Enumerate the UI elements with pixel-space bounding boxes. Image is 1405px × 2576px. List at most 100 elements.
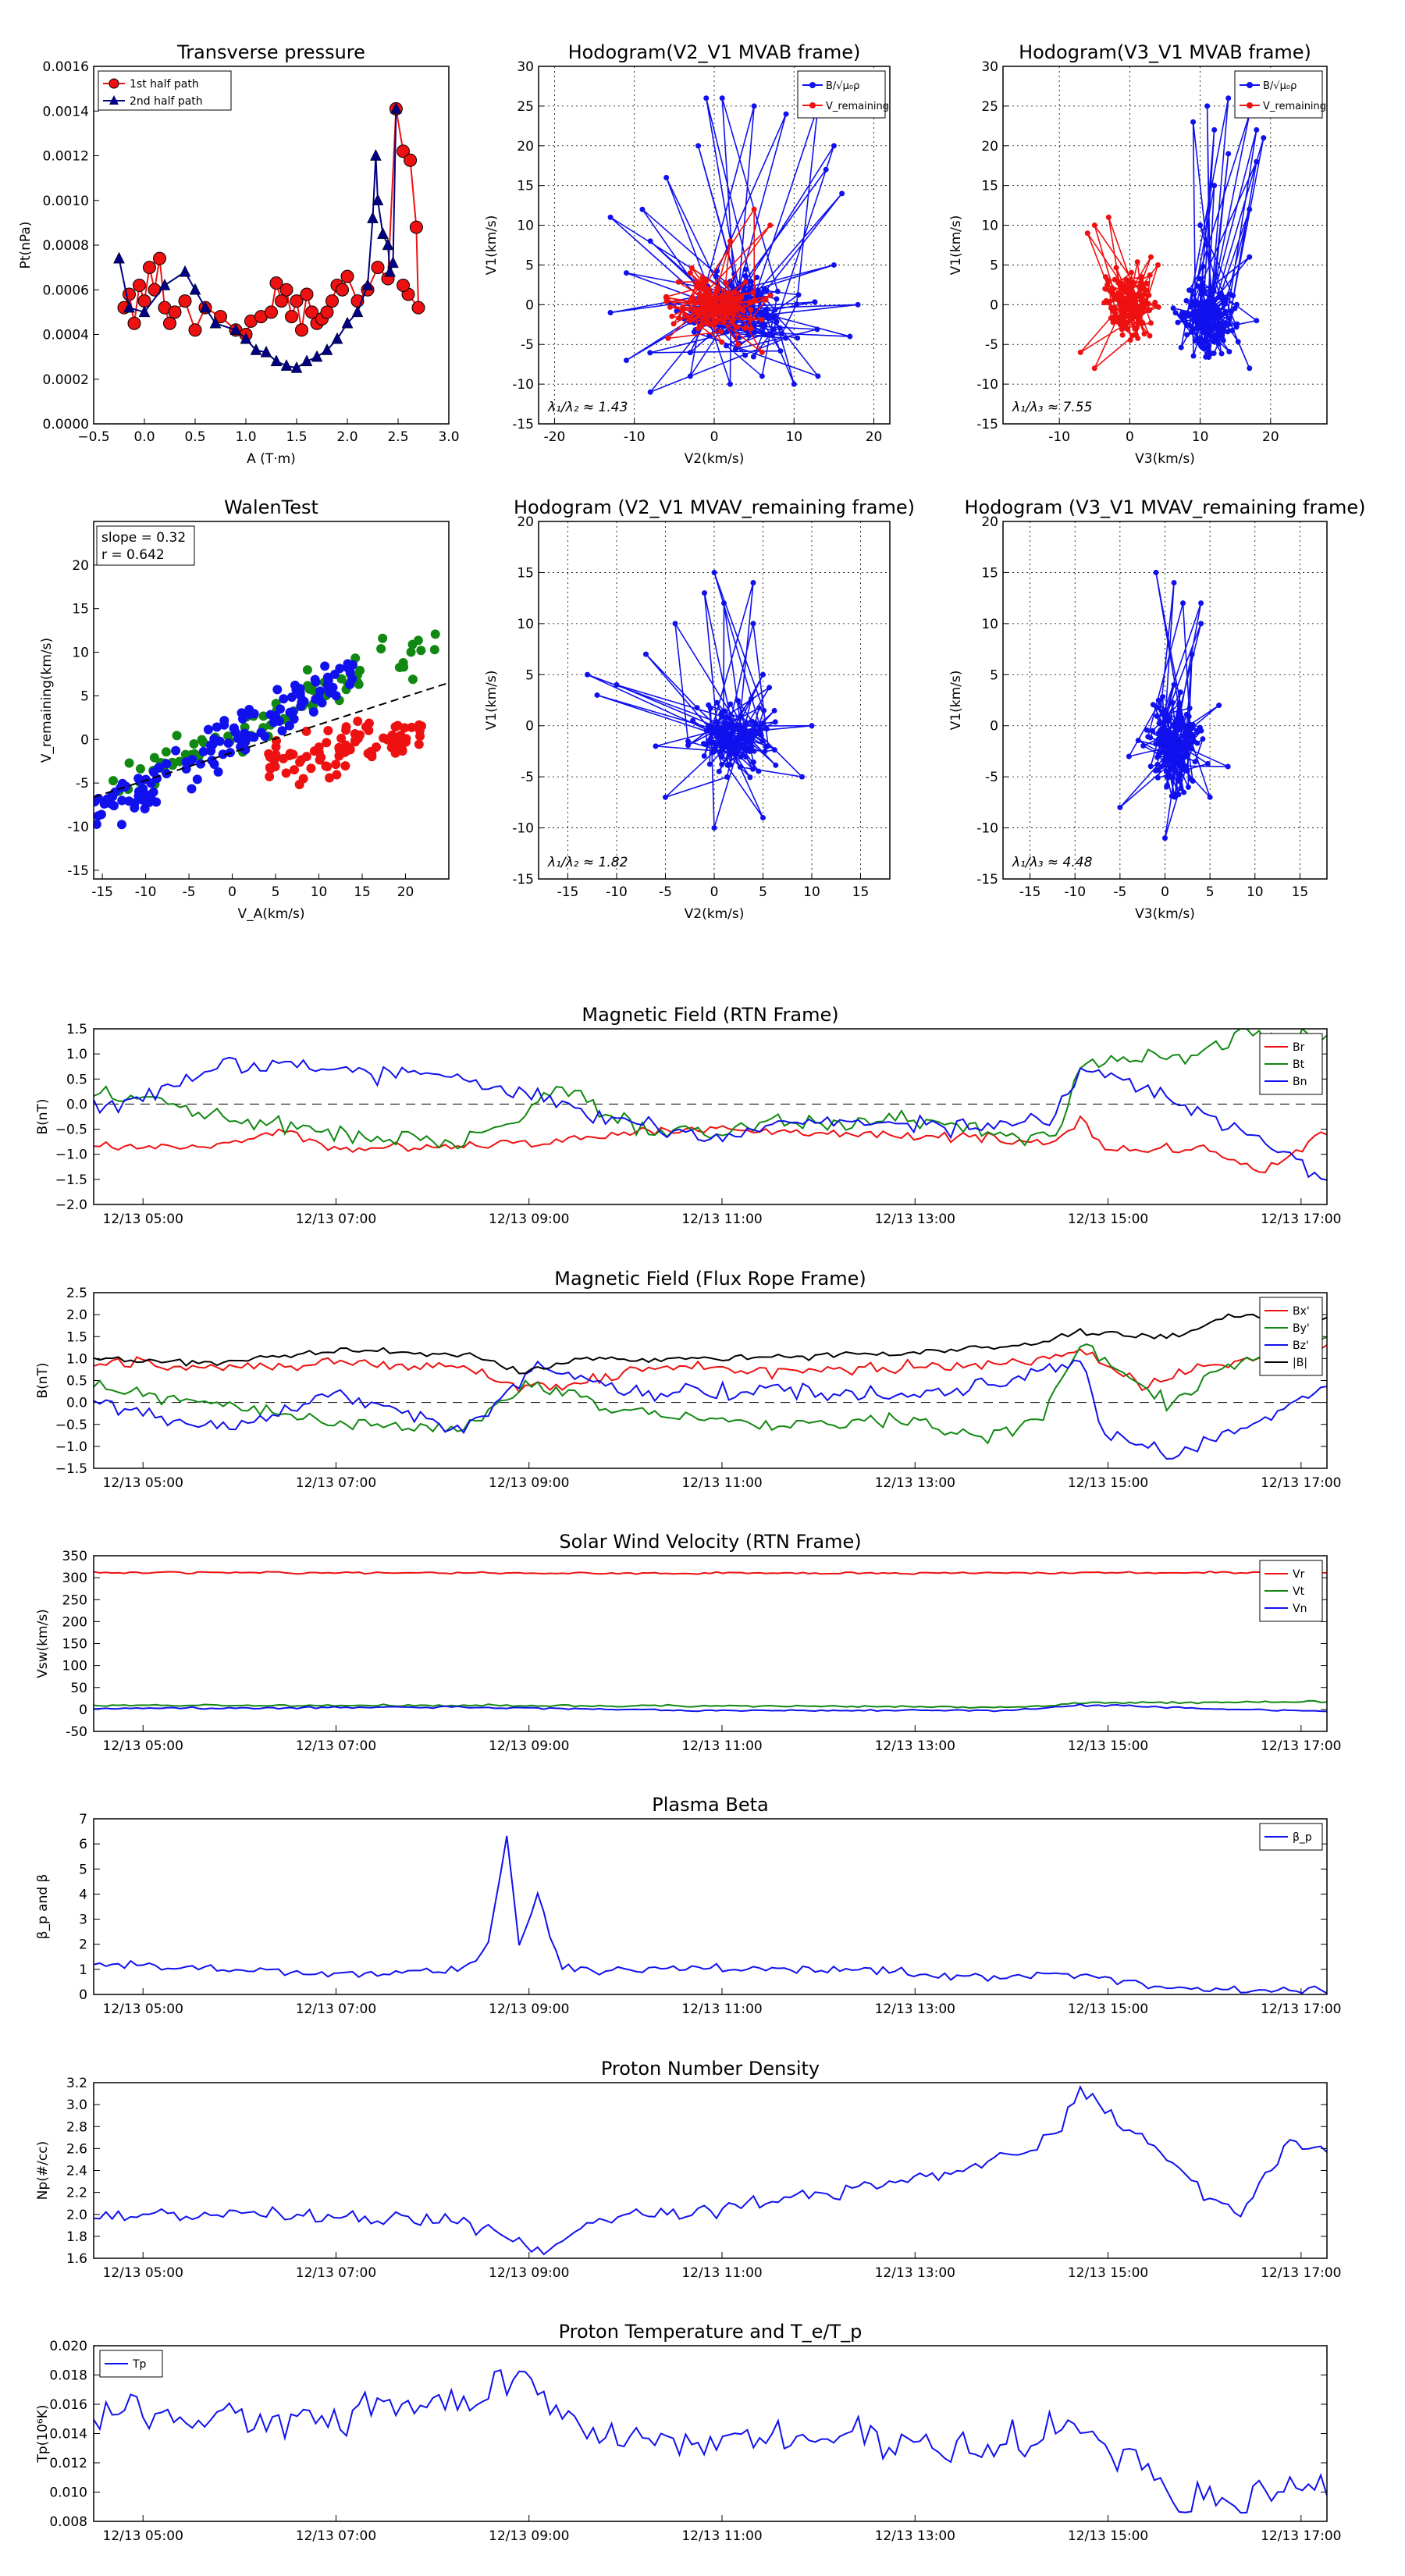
x-tick-label: 15 xyxy=(852,884,870,900)
data-point xyxy=(1158,737,1165,743)
data-point xyxy=(1233,301,1240,308)
plot-area xyxy=(94,1313,1327,1460)
data-point xyxy=(762,749,768,755)
data-point xyxy=(1175,319,1181,326)
x-tick-label: −0.5 xyxy=(77,429,109,445)
data-point xyxy=(1185,745,1191,752)
data-point xyxy=(751,206,757,212)
data-point xyxy=(256,728,266,738)
data-point xyxy=(754,274,760,280)
hodogram-v2v1-mvab-title: Hodogram(V2_V1 MVAB frame) xyxy=(568,41,861,63)
data-point xyxy=(762,286,768,292)
data-point xyxy=(766,315,772,322)
hodogram-v3v1-mvav-title: Hodogram (V3_V1 MVAV_remaining frame) xyxy=(964,496,1365,518)
legend-label: |B| xyxy=(1293,1357,1307,1369)
data-point xyxy=(1217,315,1223,321)
data-point xyxy=(738,754,744,760)
data-point xyxy=(279,694,289,704)
legend: B/√μ₀ρ V_remaining xyxy=(797,70,889,119)
data-point xyxy=(1115,290,1122,296)
y-tick-label: −2.0 xyxy=(55,1197,87,1213)
data-point xyxy=(731,742,738,748)
data-point xyxy=(1179,715,1185,721)
y-tick-label: 10 xyxy=(981,617,998,632)
time-tick-label: 12/13 05:00 xyxy=(103,1475,183,1491)
x-tick-label: 10 xyxy=(311,884,328,900)
legend-label: β_p xyxy=(1293,1831,1312,1844)
y-tick-label: -5 xyxy=(521,770,534,785)
data-point xyxy=(1183,297,1190,304)
data-point xyxy=(663,174,670,180)
time-tick-label: 12/13 15:00 xyxy=(1068,1212,1148,1227)
data-point xyxy=(1144,727,1150,733)
data-point xyxy=(742,325,748,331)
data-point xyxy=(117,820,127,830)
x-tick-label: -15 xyxy=(557,884,579,900)
data-point xyxy=(187,784,197,794)
data-point xyxy=(372,194,384,205)
data-point xyxy=(712,297,718,304)
data-point xyxy=(1146,292,1152,298)
y-tick-label: -5 xyxy=(76,776,89,792)
time-tick-label: 12/13 09:00 xyxy=(489,1212,569,1227)
y-tick-label: 0.012 xyxy=(49,2456,87,2471)
data-point xyxy=(690,717,696,724)
time-tick-label: 12/13 13:00 xyxy=(875,2265,955,2281)
data-point xyxy=(1152,302,1158,308)
plot-area xyxy=(94,1571,1327,1713)
data-point xyxy=(701,741,707,747)
data-point xyxy=(1198,621,1204,627)
data-point xyxy=(855,301,861,308)
data-point xyxy=(1181,789,1187,795)
data-point xyxy=(213,767,223,777)
y-tick-label: −1.0 xyxy=(55,1439,87,1455)
data-point xyxy=(750,580,756,586)
y-tick-label: 10 xyxy=(517,617,534,632)
plot-area xyxy=(94,1835,1327,1994)
legend: Bx' By' Bz' |B| xyxy=(1259,1297,1323,1376)
data-point xyxy=(171,745,181,756)
data-point xyxy=(1190,721,1196,728)
data-point xyxy=(1215,340,1222,347)
data-point xyxy=(1170,305,1176,311)
plot-area xyxy=(94,2084,1327,2256)
data-point xyxy=(1176,792,1182,798)
data-point xyxy=(713,719,720,725)
data-point xyxy=(1162,835,1168,841)
y-axis-label: B(nT) xyxy=(35,1362,51,1398)
x-axis-label: V_A(km/s) xyxy=(237,906,304,922)
data-point xyxy=(1105,277,1112,283)
data-point xyxy=(189,283,201,295)
data-point xyxy=(96,809,106,820)
data-point xyxy=(393,744,403,754)
data-point xyxy=(665,335,671,341)
time-tick-label: 12/13 05:00 xyxy=(103,1212,183,1227)
data-point xyxy=(1146,307,1152,313)
data-point xyxy=(711,749,717,755)
data-point xyxy=(260,345,272,358)
data-point xyxy=(721,318,727,325)
data-point xyxy=(719,339,725,345)
data-point xyxy=(284,720,294,731)
data-point xyxy=(1091,222,1097,229)
data-point xyxy=(771,747,777,753)
data-point xyxy=(710,725,716,731)
data-point xyxy=(1181,732,1187,738)
data-point xyxy=(335,664,345,674)
y-tick-label: -15 xyxy=(67,863,89,879)
x-tick-label: 0 xyxy=(710,429,719,445)
data-point xyxy=(305,305,318,319)
data-point xyxy=(751,103,757,109)
data-point xyxy=(771,707,777,713)
data-point xyxy=(713,290,719,297)
series-line-Tp xyxy=(94,2369,1327,2514)
data-point xyxy=(765,743,771,749)
data-point xyxy=(760,311,767,317)
y-tick-label: 0.0014 xyxy=(43,104,89,119)
legend-marker xyxy=(809,82,816,88)
data-point xyxy=(1159,763,1165,770)
data-point xyxy=(1213,272,1219,278)
data-point xyxy=(311,350,323,362)
data-point xyxy=(718,329,724,335)
plot-area xyxy=(585,569,815,831)
